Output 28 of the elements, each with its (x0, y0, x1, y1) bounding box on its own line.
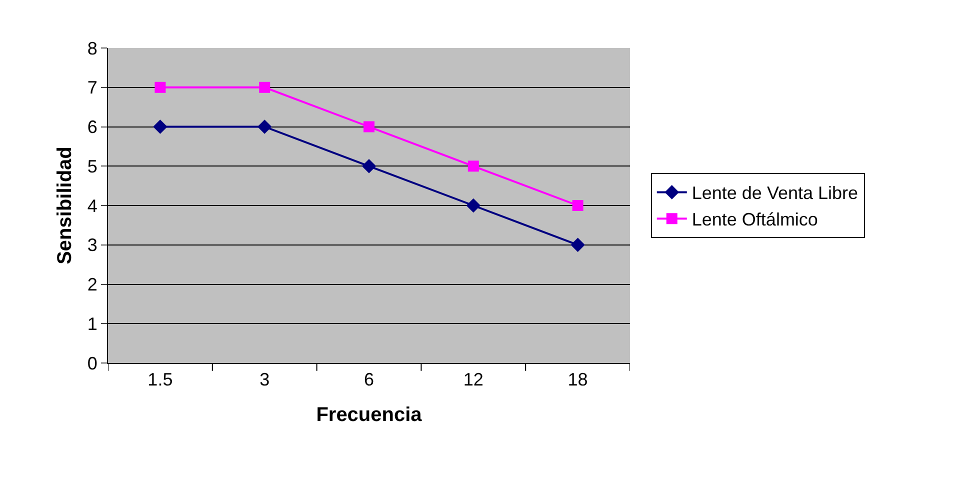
y-tick-label: 8 (87, 38, 98, 58)
y-tick-label: 1 (87, 314, 98, 334)
y-tick-label: 5 (87, 156, 98, 176)
point (572, 200, 584, 211)
x-axis-title: Frecuencia (316, 404, 423, 426)
point (154, 82, 166, 93)
y-tick-label: 2 (87, 274, 98, 295)
y-tick-label: 0 (87, 353, 98, 374)
x-tick-label: 12 (463, 370, 484, 390)
y-tick-label: 4 (87, 196, 98, 216)
x-tick-label: 6 (364, 370, 374, 390)
y-axis-title: Sensibilidad (54, 146, 76, 264)
point (468, 160, 479, 172)
point (257, 120, 272, 134)
point (259, 82, 270, 93)
y-tick-label: 6 (87, 117, 98, 138)
point (364, 121, 374, 132)
point (466, 198, 481, 213)
x-tick-label: 18 (568, 370, 588, 390)
legend-label: Lente Oftálmico (692, 210, 818, 230)
y-tick-label: 7 (87, 78, 98, 98)
point (362, 158, 376, 174)
x-tick-label: 3 (260, 370, 270, 390)
y-tick-label: 3 (87, 235, 98, 256)
point (153, 120, 168, 134)
legend-label: Lente de Venta Libre (692, 183, 858, 204)
point (570, 238, 585, 252)
x-tick-label: 1.5 (148, 370, 173, 390)
